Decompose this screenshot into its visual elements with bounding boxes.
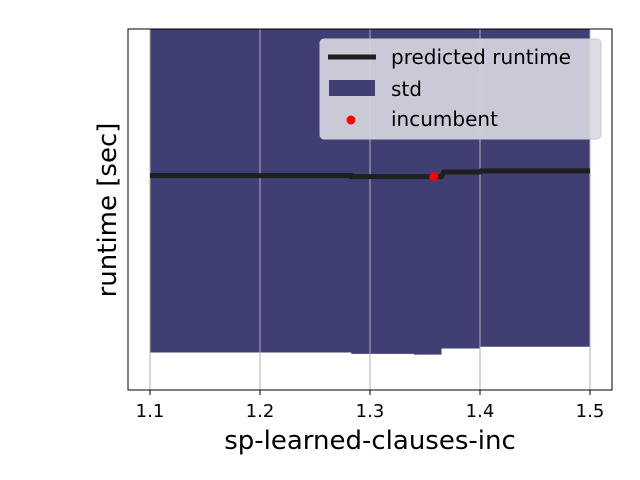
legend-label-predicted-runtime: predicted runtime: [391, 45, 571, 69]
predicted-runtime-line: [150, 168, 590, 180]
legend-swatch-std: [329, 80, 375, 96]
legend-label-incumbent: incumbent: [391, 107, 498, 131]
y-axis-label: runtime [sec]: [93, 123, 123, 298]
x-tick-label: 1.1: [136, 401, 165, 422]
x-tick-label: 1.4: [466, 401, 495, 422]
x-tick-label: 1.3: [356, 401, 385, 422]
legend-swatch-incumbent: [346, 115, 356, 125]
legend-label-std: std: [391, 77, 422, 101]
legend-box: [319, 38, 602, 140]
incumbent-point: [429, 172, 439, 182]
x-tick-label: 1.2: [246, 401, 275, 422]
x-axis-label: sp-learned-clauses-inc: [224, 426, 516, 456]
x-tick-label: 1.5: [576, 401, 605, 422]
